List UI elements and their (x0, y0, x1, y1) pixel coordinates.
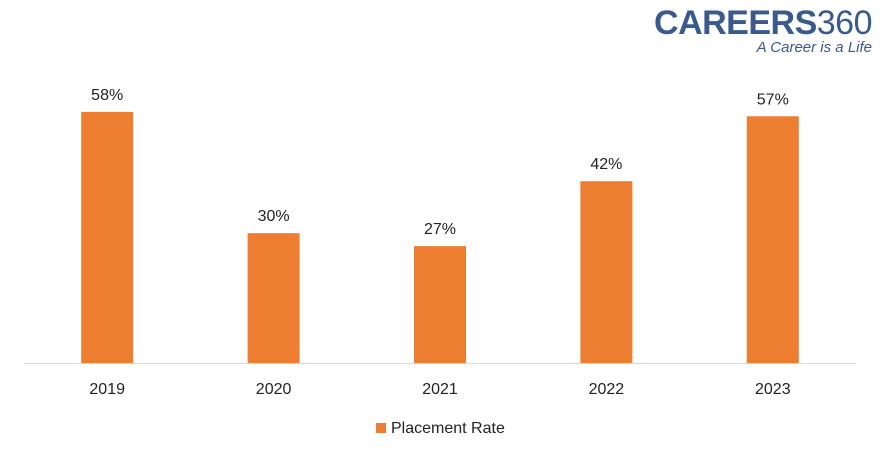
value-label-2020: 30% (258, 208, 290, 225)
bars-group (81, 111, 799, 364)
bar-2020 (247, 233, 300, 363)
value-label-2021: 27% (424, 221, 456, 238)
tick-label-2020: 2020 (256, 381, 292, 398)
tick-label-2023: 2023 (755, 381, 791, 398)
logo-tagline: A Career is a Life (756, 39, 872, 56)
value-label-2022: 42% (590, 156, 622, 173)
legend-label-placement-rate: Placement Rate (391, 420, 505, 437)
bar-2019 (81, 111, 134, 363)
value-labels-group: 58% 30% 27% 42% 57% (91, 87, 789, 238)
logo-number: 360 (816, 4, 873, 42)
tick-label-2019: 2019 (89, 381, 125, 398)
legend: Placement Rate (376, 420, 505, 437)
bar-2021 (414, 246, 466, 363)
logo-wordmark: CAREERS360 (654, 4, 872, 42)
tick-labels-group: 2019 2020 2021 2022 2023 (89, 381, 790, 398)
bar-2022 (580, 181, 633, 363)
bar-2023 (746, 116, 799, 364)
tick-label-2021: 2021 (422, 381, 458, 398)
logo-word: CAREERS (654, 4, 817, 42)
tick-label-2022: 2022 (589, 381, 625, 398)
value-label-2019: 58% (91, 87, 123, 104)
value-label-2023: 57% (757, 91, 789, 108)
careers360-logo: CAREERS360 A Career is a Life (654, 4, 872, 56)
legend-swatch (376, 423, 386, 433)
